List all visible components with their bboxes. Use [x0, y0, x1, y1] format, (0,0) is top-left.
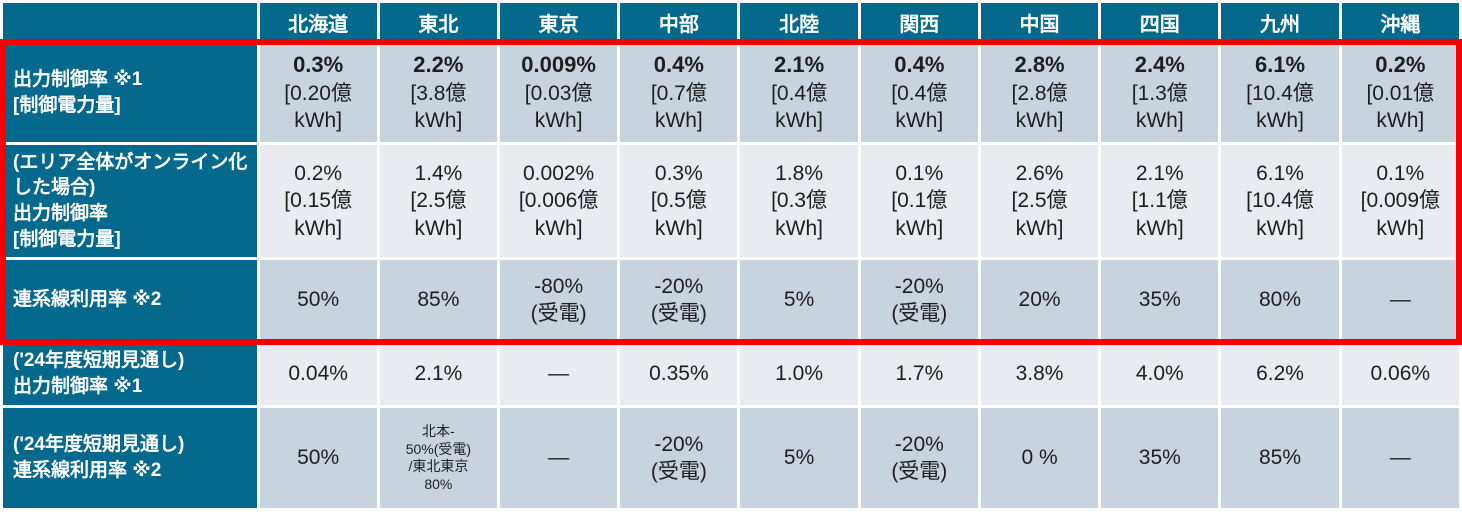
region-header-1: 東北 — [380, 3, 497, 41]
value-cell-output-control-rate-8: 6.1% [10.4億 kWh] — [1221, 44, 1338, 142]
row-label-interconnector-usage-rate: 連系線利用率 ※2 — [3, 260, 257, 340]
row-label-fy24-output-control-rate: ('24年度短期見通し) 出力制御率 ※1 — [3, 343, 257, 405]
value-cell-interconnector-usage-rate-8: 80% — [1221, 260, 1338, 340]
table-row-interconnector-usage-rate: 連系線利用率 ※250%85%-80% (受電)-20% (受電)5%-20% … — [3, 260, 1459, 340]
value-cell-output-control-rate-3: 0.4% [0.7億 kWh] — [620, 44, 737, 142]
value-cell-fy24-output-control-rate-2: — — [500, 343, 617, 405]
table-row-fy24-output-control-rate: ('24年度短期見通し) 出力制御率 ※10.04%2.1%—0.35%1.0%… — [3, 343, 1459, 405]
value-cell-fy24-interconnector-usage-rate-0: 50% — [260, 408, 377, 508]
value-cell-fy24-interconnector-usage-rate-3: -20% (受電) — [620, 408, 737, 508]
value-cell-fy24-interconnector-usage-rate-5: -20% (受電) — [861, 408, 978, 508]
region-header-4: 北陸 — [740, 3, 857, 41]
value-cell-fy24-interconnector-usage-rate-1: 北本- 50%(受電) /東北東京 80% — [380, 408, 497, 508]
value-cell-fy24-interconnector-usage-rate-4: 5% — [740, 408, 857, 508]
value-cell-output-control-rate-9: 0.2% [0.01億 kWh] — [1342, 44, 1459, 142]
value-cell-fy24-output-control-rate-5: 1.7% — [861, 343, 978, 405]
curtailment-table: 北海道東北東京中部北陸関西中国四国九州沖縄 出力制御率 ※1 [制御電力量]0.… — [0, 0, 1462, 511]
region-header-7: 四国 — [1101, 3, 1218, 41]
region-header-2: 東京 — [500, 3, 617, 41]
value-cell-fy24-output-control-rate-0: 0.04% — [260, 343, 377, 405]
value-cell-output-control-rate-online-1: 1.4% [2.5億 kWh] — [380, 145, 497, 257]
value-cell-interconnector-usage-rate-0: 50% — [260, 260, 377, 340]
value-cell-interconnector-usage-rate-4: 5% — [740, 260, 857, 340]
value-cell-output-control-rate-5: 0.4% [0.4億 kWh] — [861, 44, 978, 142]
value-cell-fy24-interconnector-usage-rate-6: 0 % — [981, 408, 1098, 508]
value-cell-interconnector-usage-rate-9: — — [1342, 260, 1459, 340]
value-cell-output-control-rate-0: 0.3% [0.20億 kWh] — [260, 44, 377, 142]
value-cell-output-control-rate-online-5: 0.1% [0.1億 kWh] — [861, 145, 978, 257]
value-cell-fy24-interconnector-usage-rate-8: 85% — [1221, 408, 1338, 508]
value-cell-output-control-rate-online-8: 6.1% [10.4億 kWh] — [1221, 145, 1338, 257]
region-header-0: 北海道 — [260, 3, 377, 41]
region-header-3: 中部 — [620, 3, 737, 41]
table-row-fy24-interconnector-usage-rate: ('24年度短期見通し) 連系線利用率 ※250%北本- 50%(受電) /東北… — [3, 408, 1459, 508]
value-cell-interconnector-usage-rate-6: 20% — [981, 260, 1098, 340]
table-row-output-control-rate-online: (エリア全体がオンライン化した場合) 出力制御率 [制御電力量]0.2% [0.… — [3, 145, 1459, 257]
value-cell-output-control-rate-online-7: 2.1% [1.1億 kWh] — [1101, 145, 1218, 257]
value-cell-output-control-rate-2: 0.009% [0.03億 kWh] — [500, 44, 617, 142]
value-cell-output-control-rate-online-2: 0.002% [0.006億 kWh] — [500, 145, 617, 257]
region-header-9: 沖縄 — [1342, 3, 1459, 41]
value-cell-interconnector-usage-rate-1: 85% — [380, 260, 497, 340]
value-cell-interconnector-usage-rate-5: -20% (受電) — [861, 260, 978, 340]
slide-table-area: 北海道東北東京中部北陸関西中国四国九州沖縄 出力制御率 ※1 [制御電力量]0.… — [0, 0, 1462, 520]
value-cell-output-control-rate-6: 2.8% [2.8億 kWh] — [981, 44, 1098, 142]
value-cell-fy24-output-control-rate-9: 0.06% — [1342, 343, 1459, 405]
value-cell-fy24-output-control-rate-8: 6.2% — [1221, 343, 1338, 405]
table-row-output-control-rate: 出力制御率 ※1 [制御電力量]0.3% [0.20億 kWh]2.2% [3.… — [3, 44, 1459, 142]
value-cell-output-control-rate-online-9: 0.1% [0.009億 kWh] — [1342, 145, 1459, 257]
value-cell-fy24-interconnector-usage-rate-7: 35% — [1101, 408, 1218, 508]
value-cell-output-control-rate-online-4: 1.8% [0.3億 kWh] — [740, 145, 857, 257]
value-cell-interconnector-usage-rate-7: 35% — [1101, 260, 1218, 340]
value-cell-output-control-rate-online-6: 2.6% [2.5億 kWh] — [981, 145, 1098, 257]
value-cell-output-control-rate-7: 2.4% [1.3億 kWh] — [1101, 44, 1218, 142]
value-cell-fy24-output-control-rate-3: 0.35% — [620, 343, 737, 405]
value-cell-fy24-output-control-rate-6: 3.8% — [981, 343, 1098, 405]
value-cell-fy24-interconnector-usage-rate-2: — — [500, 408, 617, 508]
value-cell-fy24-output-control-rate-7: 4.0% — [1101, 343, 1218, 405]
value-cell-interconnector-usage-rate-2: -80% (受電) — [500, 260, 617, 340]
table-header-row: 北海道東北東京中部北陸関西中国四国九州沖縄 — [3, 3, 1459, 41]
value-cell-fy24-output-control-rate-4: 1.0% — [740, 343, 857, 405]
row-label-output-control-rate: 出力制御率 ※1 [制御電力量] — [3, 44, 257, 142]
value-cell-fy24-output-control-rate-1: 2.1% — [380, 343, 497, 405]
corner-cell — [3, 3, 257, 41]
value-cell-fy24-interconnector-usage-rate-9: — — [1342, 408, 1459, 508]
value-cell-interconnector-usage-rate-3: -20% (受電) — [620, 260, 737, 340]
region-header-5: 関西 — [861, 3, 978, 41]
value-cell-output-control-rate-online-3: 0.3% [0.5億 kWh] — [620, 145, 737, 257]
value-cell-output-control-rate-4: 2.1% [0.4億 kWh] — [740, 44, 857, 142]
value-cell-output-control-rate-online-0: 0.2% [0.15億 kWh] — [260, 145, 377, 257]
row-label-fy24-interconnector-usage-rate: ('24年度短期見通し) 連系線利用率 ※2 — [3, 408, 257, 508]
region-header-6: 中国 — [981, 3, 1098, 41]
row-label-output-control-rate-online: (エリア全体がオンライン化した場合) 出力制御率 [制御電力量] — [3, 145, 257, 257]
value-cell-output-control-rate-1: 2.2% [3.8億 kWh] — [380, 44, 497, 142]
region-header-8: 九州 — [1221, 3, 1338, 41]
